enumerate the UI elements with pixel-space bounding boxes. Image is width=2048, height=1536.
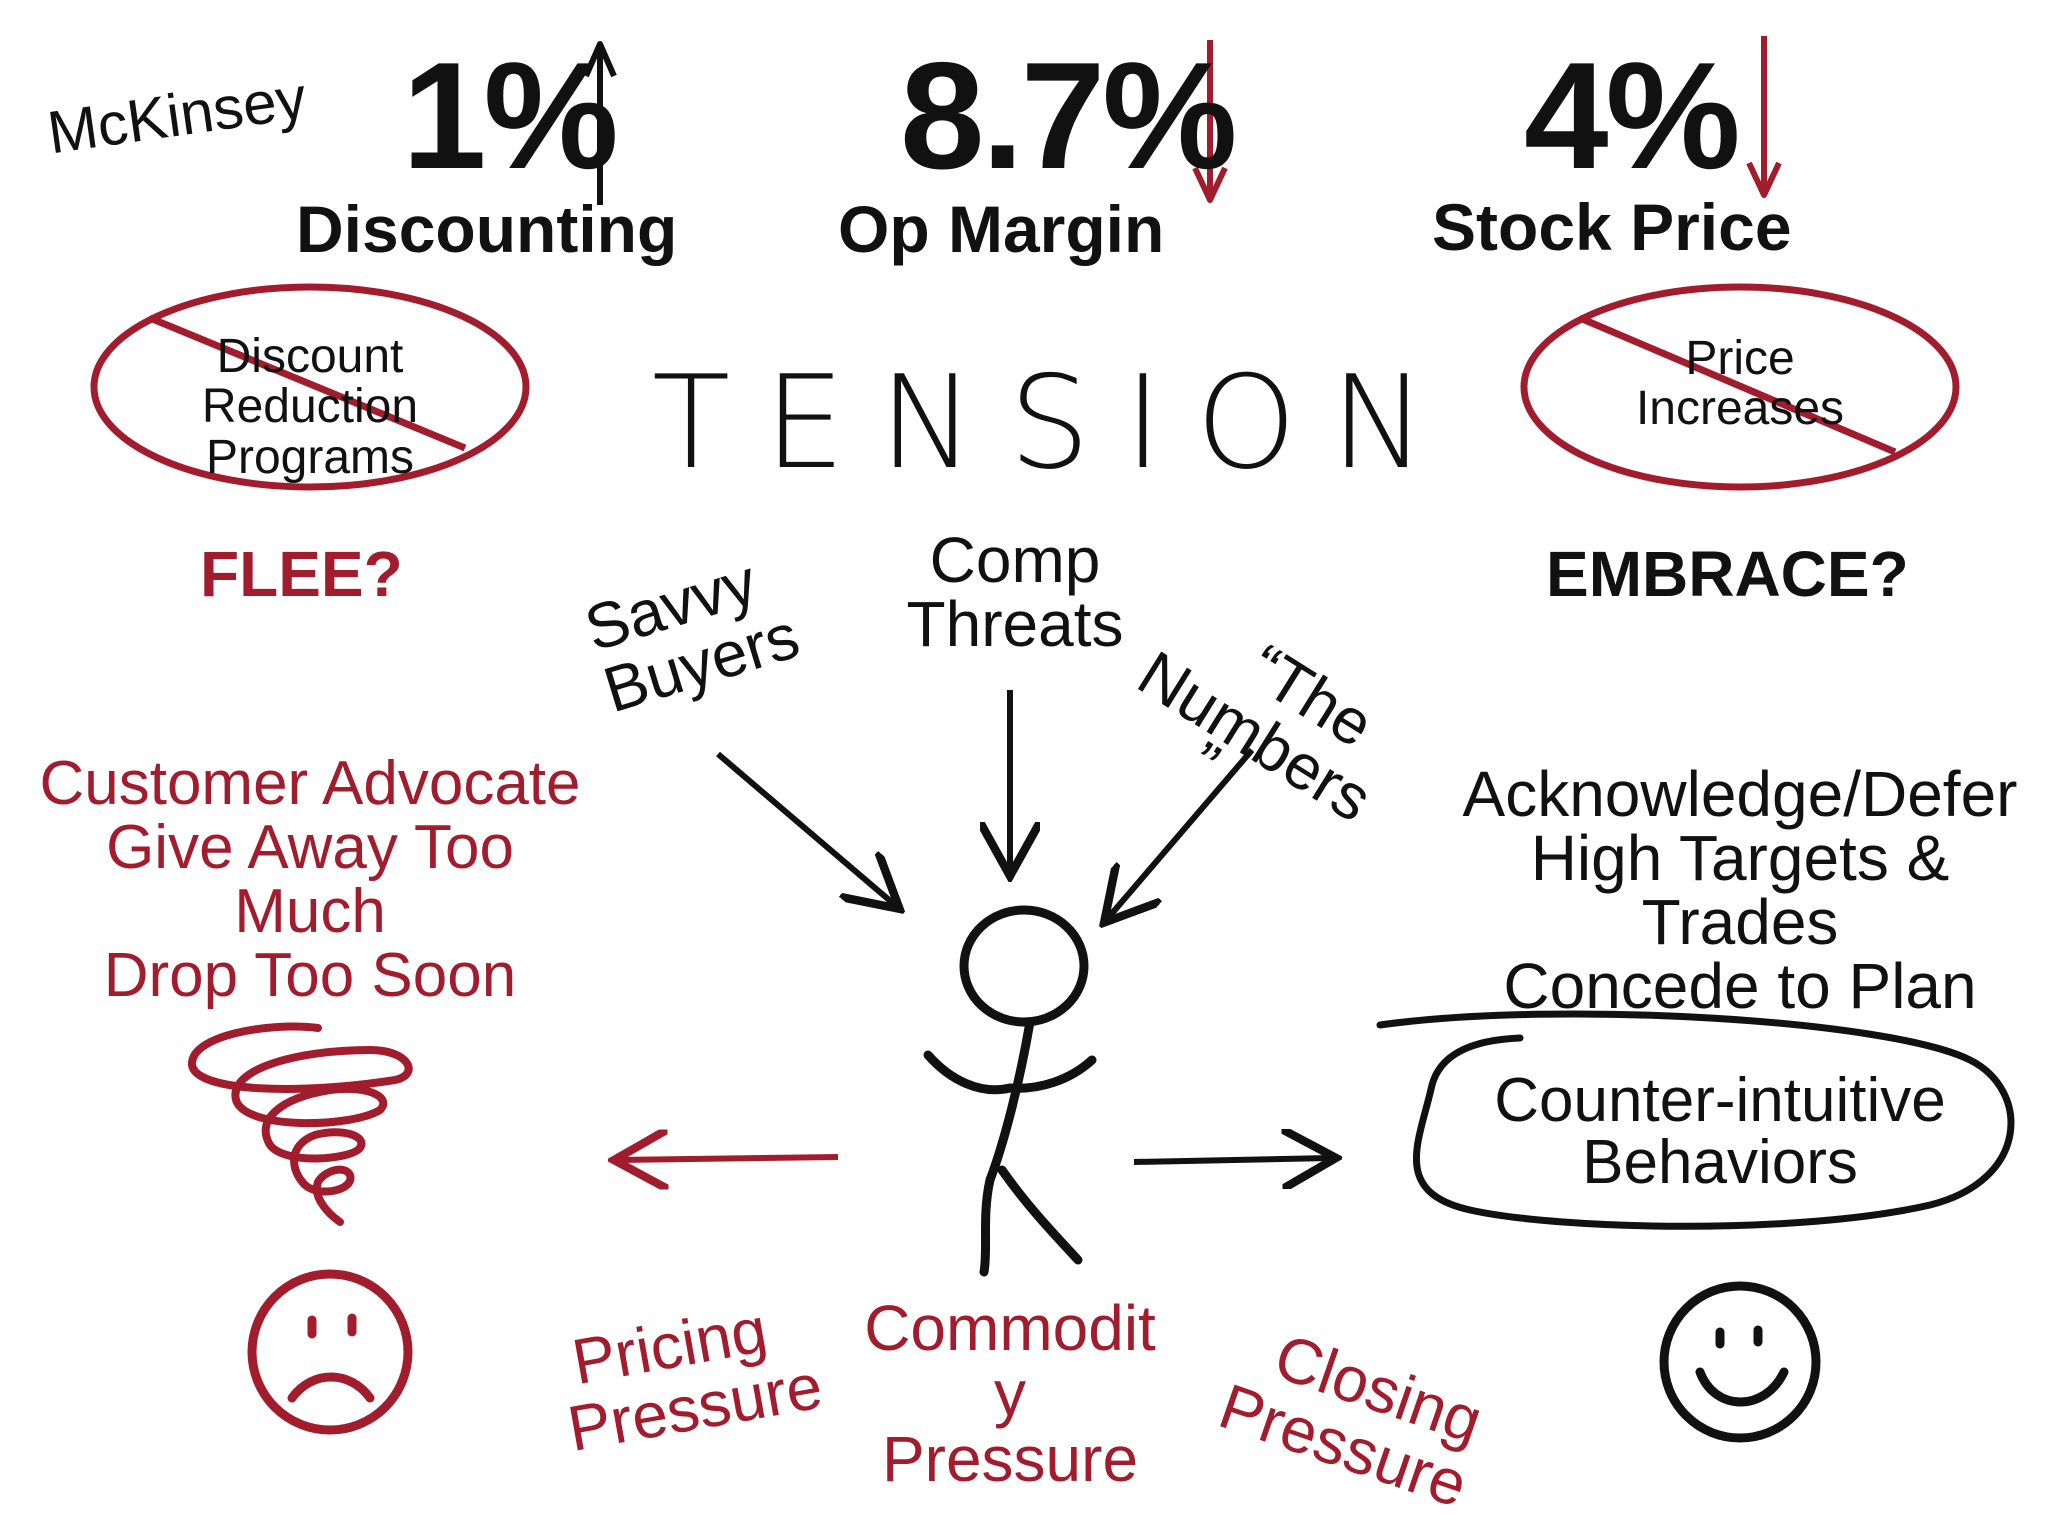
force-label-comp-threats: Comp Threats (890, 528, 1140, 656)
metric-label-op-margin: Op Margin (838, 192, 1165, 266)
crossed-out-oval-left (90, 283, 530, 491)
crossed-out-text-left: Discount Reduction Programs (160, 330, 460, 484)
sad-face-icon (247, 1269, 413, 1435)
pressure-line: Commodit (864, 1292, 1156, 1364)
flee-behavior-item: Customer Advocate (39, 749, 581, 818)
force-line: Threats (906, 588, 1124, 660)
arrow-to-embrace (1133, 1158, 1330, 1162)
crossed-out-text-right: Price Increases (1590, 332, 1890, 436)
happy-face-icon (1659, 1281, 1821, 1443)
flee-behavior-item: Much (234, 876, 386, 946)
down-arrow-icon (1192, 40, 1228, 203)
force-arrow-savvy-buyers (716, 751, 895, 905)
embrace-behaviors: Acknowledge/Defer High Targets & Trades … (1440, 762, 2040, 1018)
crossed-out-line: Reduction (201, 380, 419, 434)
embrace-behavior-item: Concede to Plan (1503, 950, 1977, 1022)
pressure-commodity: Commodit y Pressure (840, 1292, 1180, 1495)
crossed-out-oval-right (1520, 283, 1960, 491)
force-arrow-the-numbers (1108, 748, 1255, 918)
counter-intuitive-text: Counter-intuitive Behaviors (1430, 1070, 2010, 1194)
pressure-line: y (994, 1357, 1026, 1430)
embrace-behavior-item: Acknowledge/Defer (1462, 758, 2018, 830)
spiral-icon (188, 1022, 413, 1226)
metric-label-stock-price: Stock Price (1432, 190, 1792, 264)
counter-intuitive-line: Counter-intuitive (1494, 1066, 1946, 1135)
flee-behaviors: Customer Advocate Give Away Too Much Dro… (10, 752, 610, 1007)
flee-behavior-item: Give Away Too (106, 812, 514, 882)
pressure-line: Pressure (881, 1422, 1139, 1495)
metric-value-discounting: 1% (402, 31, 619, 201)
embrace-behavior-item: High Targets & (1530, 822, 1950, 894)
center-word-tension: TENSION (652, 349, 1461, 498)
question-flee: FLEE? (200, 538, 403, 610)
crossed-out-line: Increases (1635, 382, 1845, 436)
up-arrow-icon (583, 41, 617, 205)
counter-intuitive-oval (1376, 1010, 2015, 1230)
metric-label-discounting: Discounting (296, 192, 678, 266)
metric-value-stock-price: 4% (1524, 31, 1741, 201)
force-line: Comp (929, 524, 1101, 596)
flee-behavior-item: Drop Too Soon (103, 940, 517, 1010)
down-arrow-icon (1746, 36, 1782, 198)
arrow-to-flee (620, 1157, 839, 1160)
crossed-out-line: Discount (216, 330, 404, 383)
counter-intuitive-line: Behaviors (1582, 1128, 1858, 1197)
embrace-behavior-item: Trades (1641, 886, 1839, 958)
stick-figure-icon (923, 905, 1097, 1277)
metric-value-op-margin: 8.7% (900, 31, 1237, 201)
crossed-out-line: Programs (205, 430, 415, 484)
crossed-out-line: Price (1685, 332, 1795, 385)
question-embrace: EMBRACE? (1546, 538, 1909, 610)
